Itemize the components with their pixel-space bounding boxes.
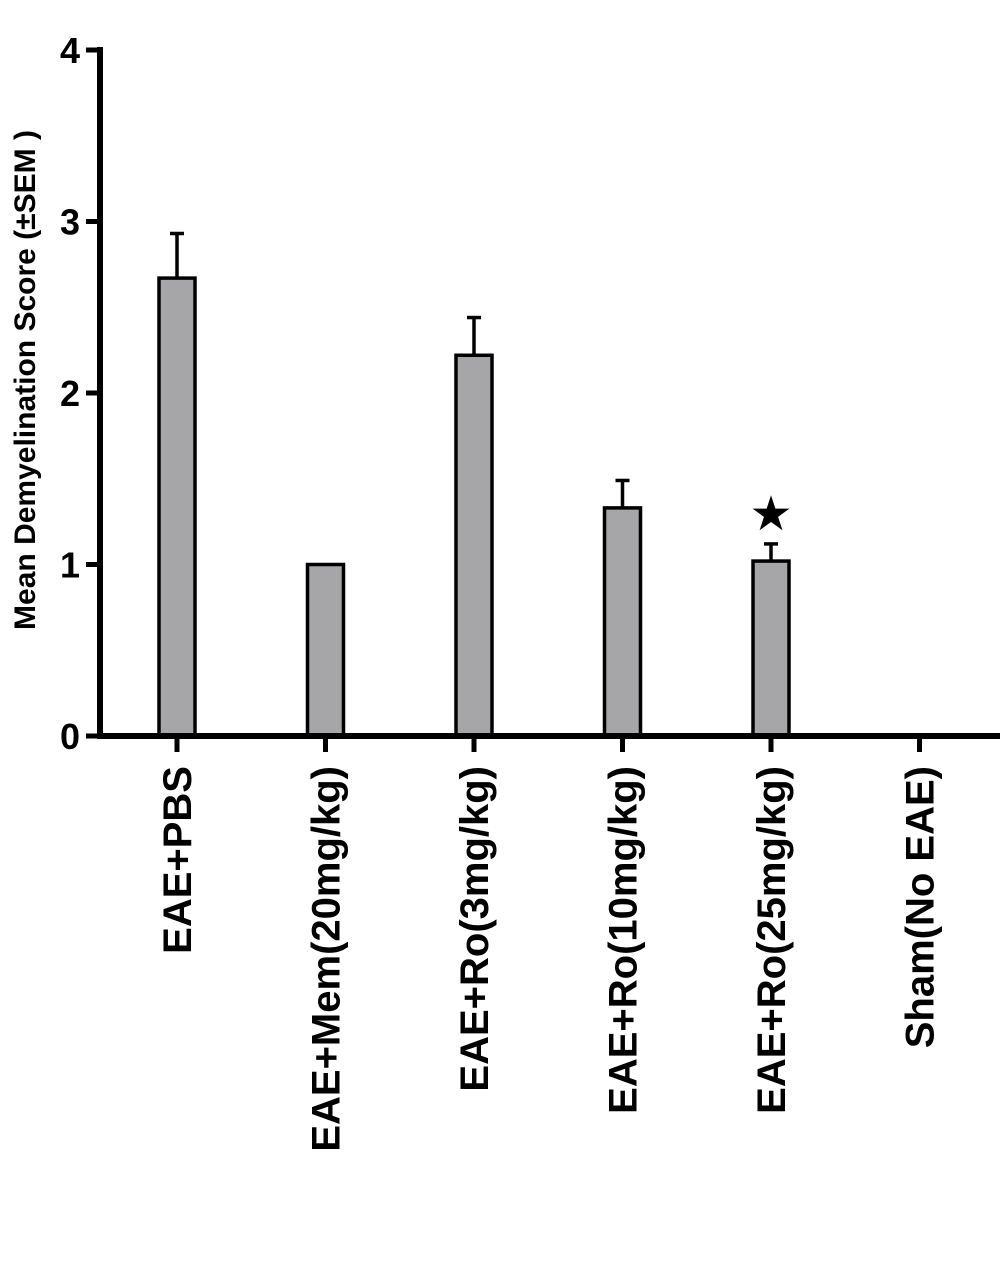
- y-tick-label: 0: [60, 716, 80, 757]
- x-tick-label: Sham(No EAE): [899, 766, 943, 1048]
- y-tick-label: 1: [60, 545, 80, 586]
- y-tick-label: 2: [60, 373, 80, 414]
- bar: [454, 353, 494, 738]
- y-ticks-group: 0 1 2 3 4: [60, 30, 100, 757]
- x-ticks-group: EAE+PBS EAE+Mem(20mg/kg) EAE+Ro(3mg/kg) EAE…: [156, 736, 943, 1152]
- bar: [602, 506, 643, 738]
- y-tick-label: 3: [60, 202, 80, 243]
- x-tick-label: EAE+PBS: [156, 766, 200, 954]
- x-tick-label: EAE+Ro(10mg/kg): [602, 766, 646, 1114]
- x-tick-label: EAE+Mem(20mg/kg): [305, 766, 349, 1152]
- bar: [157, 276, 197, 738]
- y-axis-label: Mean Demyelination Score (±SEM ): [9, 130, 42, 630]
- significance-star-icon: ★: [749, 488, 792, 541]
- y-tick-label: 4: [60, 30, 80, 71]
- bar: [751, 559, 791, 738]
- bars-group: ★: [157, 231, 793, 738]
- bar: [305, 562, 346, 738]
- x-tick-label: EAE+Ro(3mg/kg): [453, 766, 497, 1092]
- axes-group: [97, 47, 1000, 739]
- x-tick-label: EAE+Ro(25mg/kg): [750, 766, 794, 1114]
- y-axis-label-group: Mean Demyelination Score (±SEM ): [9, 130, 42, 630]
